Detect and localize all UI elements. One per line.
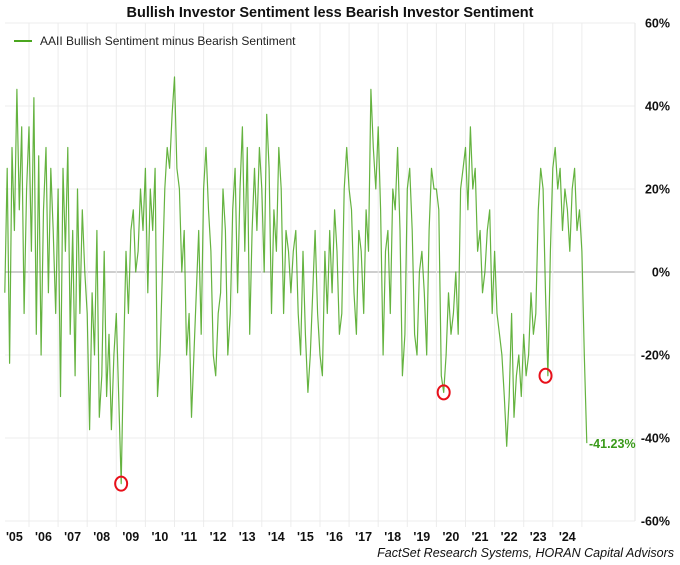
x-tick-label: '06 <box>35 530 52 544</box>
x-tick-label: '13 <box>239 530 256 544</box>
x-tick-label: '23 <box>530 530 547 544</box>
y-tick-label: 20% <box>645 183 670 197</box>
x-tick-label: '18 <box>384 530 401 544</box>
chart-title: Bullish Investor Sentiment less Bearish … <box>127 5 534 21</box>
x-tick-label: '09 <box>122 530 139 544</box>
y-tick-label: 60% <box>645 17 670 31</box>
annotation-circle <box>114 475 129 492</box>
annotation-circle <box>436 384 451 401</box>
y-tick-label: -40% <box>641 432 670 446</box>
x-tick-label: '16 <box>326 530 343 544</box>
x-tick-label: '22 <box>501 530 518 544</box>
y-axis: 60% 40% 20% 0% -20% -40% -60% <box>641 17 670 529</box>
legend-label: AAII Bullish Sentiment minus Bearish Sen… <box>40 34 296 48</box>
x-tick-label: '21 <box>472 530 489 544</box>
legend: AAII Bullish Sentiment minus Bearish Sen… <box>14 34 296 48</box>
x-tick-label: '12 <box>210 530 227 544</box>
grid <box>5 22 636 527</box>
series-line-group <box>4 76 588 485</box>
x-tick-label: '15 <box>297 530 314 544</box>
x-tick-label: '20 <box>442 530 459 544</box>
x-tick-label: '11 <box>181 530 197 544</box>
y-tick-label: 40% <box>645 100 670 114</box>
annotation-group <box>114 367 553 492</box>
y-tick-label: 0% <box>652 266 670 280</box>
x-tick-label: '17 <box>355 530 372 544</box>
series-line <box>4 76 588 485</box>
end-value-label: -41.23% <box>589 437 636 451</box>
x-tick-label: '10 <box>151 530 168 544</box>
x-axis: '05 '06 '07 '08 '09 '10 '11 '12 '13 '14 '15 '16 '17 '… <box>6 530 576 544</box>
y-tick-label: -20% <box>641 349 670 363</box>
x-tick-label: '08 <box>93 530 110 544</box>
source-note: FactSet Research Systems, HORAN Capital … <box>377 546 674 560</box>
x-tick-label: '05 <box>6 530 23 544</box>
x-tick-label: '24 <box>559 530 576 544</box>
x-tick-label: '19 <box>413 530 430 544</box>
y-tick-label: -60% <box>641 515 670 529</box>
x-tick-label: '07 <box>64 530 81 544</box>
x-tick-label: '14 <box>268 530 285 544</box>
annotation-circle <box>538 367 553 384</box>
